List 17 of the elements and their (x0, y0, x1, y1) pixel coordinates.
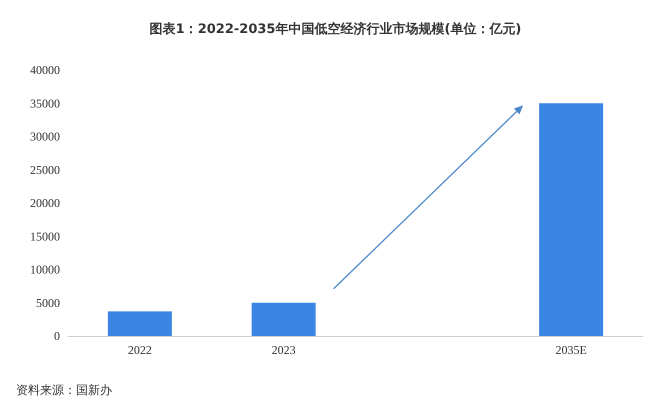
x-tick-label: 2023 (272, 343, 296, 357)
x-tick-label: 2022 (128, 343, 152, 357)
y-tick-label: 5000 (36, 296, 60, 310)
text: 资料来源：国新办 (16, 383, 112, 397)
y-tick-label: 20000 (30, 196, 60, 210)
y-tick-label: 35000 (30, 96, 60, 110)
bar (539, 103, 604, 336)
bar (108, 311, 172, 336)
x-tick-label: 2035E (555, 343, 587, 357)
y-tick-label: 25000 (30, 162, 60, 177)
y-tick-label: 30000 (30, 130, 60, 144)
y-tick-label: 0 (54, 329, 60, 343)
bar (252, 302, 316, 336)
y-tick-label: 15000 (30, 229, 60, 244)
y-tick-label: 40000 (30, 63, 60, 77)
chart-title: 图表1：2022-2035年中国低空经济行业市场规模(单位：亿元) (150, 21, 522, 37)
y-tick-label: 10000 (30, 262, 60, 276)
